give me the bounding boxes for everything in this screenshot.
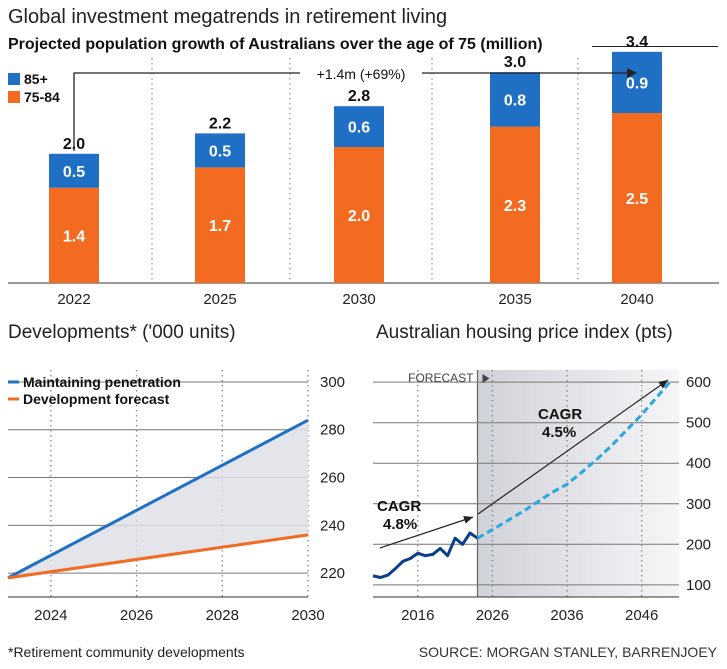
bar-85plus-2025 <box>195 133 245 168</box>
bar-label-75-84: 2.3 <box>504 198 526 215</box>
housing-title: Australian housing price index (pts) <box>376 322 673 343</box>
main-title: Global investment megatrends in retireme… <box>8 6 448 28</box>
developments-title: Developments* ('000 units) <box>8 322 236 343</box>
y-tick-label: 280 <box>320 422 345 439</box>
y-tick-label: 200 <box>686 536 711 553</box>
growth-annotation: +1.4m (+69%) <box>317 66 406 82</box>
x-tick-label: 2046 <box>625 607 658 624</box>
bar-label-75-84: 1.7 <box>209 218 231 235</box>
y-tick-label: 300 <box>320 374 345 391</box>
growth-arrowhead <box>627 68 637 78</box>
cagr-forecast-arrow <box>477 379 669 515</box>
bar-label-75-84: 2.5 <box>626 191 648 208</box>
cagr-historical-arrow-head <box>463 516 473 524</box>
bar-85plus-2022 <box>49 153 99 188</box>
forecast-region <box>477 370 679 597</box>
footnote: *Retirement community developments <box>8 644 245 660</box>
bar-label-85plus: 0.9 <box>626 75 648 92</box>
historical-series-line <box>372 531 479 579</box>
forecast-label: FORECAST <box>408 371 474 385</box>
cagr-historical-arrow <box>379 516 474 549</box>
bar-total-label: 2.2 <box>209 115 231 132</box>
x-tick-label: 2024 <box>34 607 67 624</box>
x-tick-label: 2026 <box>120 607 153 624</box>
bar-total-label: 3.4 <box>626 34 648 51</box>
cagr-label-forecast: CAGR <box>538 406 582 423</box>
population-bar-chart: 1.40.52.020221.70.52.220252.00.62.820302… <box>8 34 719 308</box>
bar-75-84-2030 <box>334 147 384 283</box>
x-tick-label: 2028 <box>206 607 239 624</box>
cagr-value-historical: 4.8% <box>383 516 417 533</box>
subtitle-rule <box>592 46 718 47</box>
x-tick-label: 2036 <box>550 607 583 624</box>
x-tick-label: 2026 <box>476 607 509 624</box>
bar-label-85plus: 0.8 <box>504 92 526 109</box>
bar-label-75-84: 2.0 <box>348 208 370 225</box>
x-tick-label: 2030 <box>342 291 375 308</box>
bar-85plus-2030 <box>334 106 384 147</box>
x-tick-label: 2035 <box>498 291 531 308</box>
bar-75-84-2025 <box>195 167 245 283</box>
bar-label-75-84: 1.4 <box>63 228 85 245</box>
bar-total-label: 2.8 <box>348 88 370 105</box>
bar-75-84-2022 <box>49 187 99 283</box>
x-tick-label: 2016 <box>401 607 434 624</box>
y-tick-label: 260 <box>320 470 345 487</box>
legend-label-75-84: 75-84 <box>24 89 60 105</box>
x-tick-label: 2025 <box>203 291 236 308</box>
x-tick-label: 2040 <box>620 291 653 308</box>
legend-label-forecast: Development forecast <box>23 391 170 407</box>
x-tick-label: 2030 <box>291 607 324 624</box>
y-tick-label: 500 <box>686 415 711 432</box>
bar-chart-subtitle: Projected population growth of Australia… <box>8 36 543 53</box>
bar-75-84-2035 <box>490 126 540 283</box>
cagr-forecast-arrow-head <box>658 380 668 389</box>
legend-label-85plus: 85+ <box>24 71 48 87</box>
bar-label-85plus: 0.5 <box>209 143 231 160</box>
x-tick-label: 2022 <box>57 291 90 308</box>
y-tick-label: 300 <box>686 496 711 513</box>
y-tick-label: 100 <box>686 577 711 594</box>
bar-label-85plus: 0.6 <box>348 120 370 137</box>
forecast-play-icon <box>482 374 490 383</box>
cagr-value-forecast: 4.5% <box>542 424 576 441</box>
y-tick-label: 600 <box>686 374 711 391</box>
series-line-maintaining-penetration <box>7 418 309 580</box>
y-tick-label: 220 <box>320 565 345 582</box>
bar-85plus-2040 <box>612 51 662 113</box>
legend-swatch-75-84 <box>8 91 20 103</box>
bar-85plus-2035 <box>490 72 540 127</box>
growth-arrow-line <box>73 72 628 151</box>
bar-75-84-2040 <box>612 113 662 283</box>
source-note: SOURCE: MORGAN STANLEY, BARRENJOEY <box>418 644 717 660</box>
bar-label-85plus: 0.5 <box>63 164 85 181</box>
cagr-label-historical: CAGR <box>377 498 421 515</box>
legend-label-maintaining: Maintaining penetration <box>23 374 181 390</box>
forecast-series-line <box>476 379 673 540</box>
y-tick-label: 400 <box>686 455 711 472</box>
annotation-bg <box>300 63 422 83</box>
y-tick-label: 240 <box>320 517 345 534</box>
bar-total-label: 3.0 <box>504 54 526 71</box>
series-line-development-forecast <box>7 533 309 580</box>
legend-swatch-85plus <box>8 73 20 85</box>
